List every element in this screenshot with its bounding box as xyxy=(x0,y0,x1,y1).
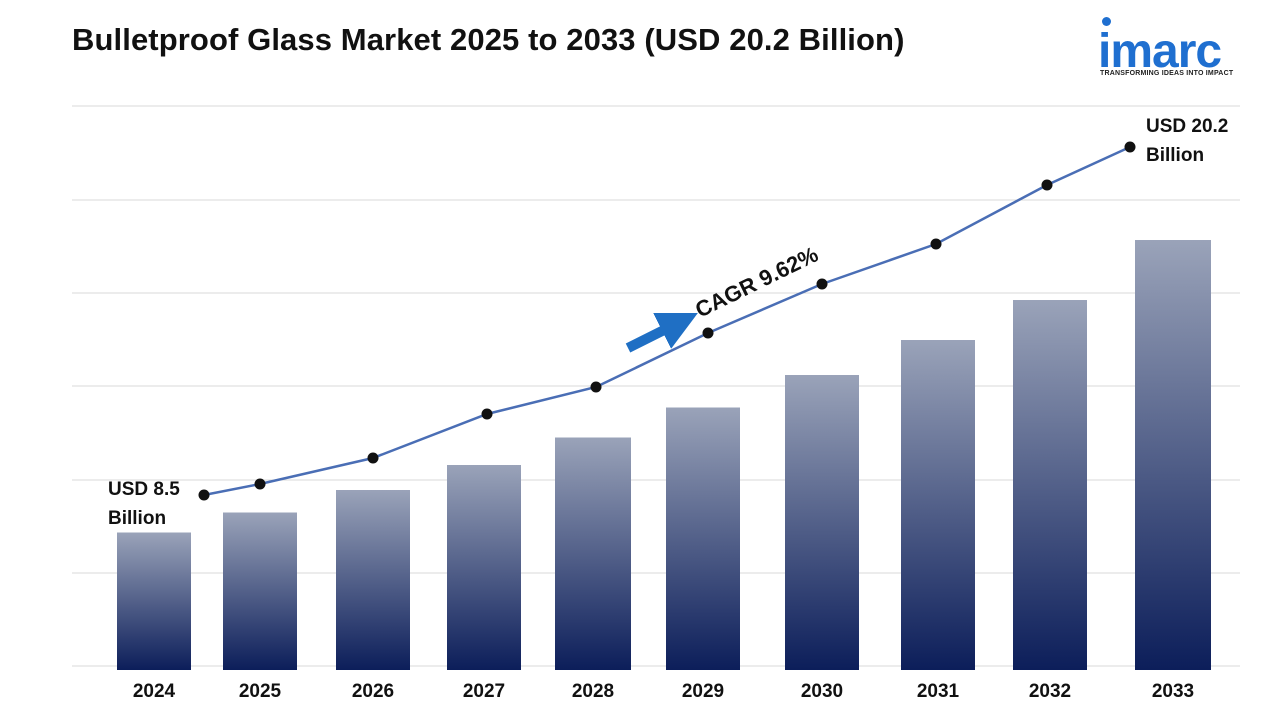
trend-point-2028 xyxy=(590,381,602,393)
x-tick-2028: 2028 xyxy=(572,681,614,702)
logo-tagline: TRANSFORMING IDEAS INTO IMPACT xyxy=(1100,70,1234,77)
cagr-label: CAGR 9.62% xyxy=(691,242,822,323)
start-value-label-line2: Billion xyxy=(108,508,166,529)
x-tick-2029: 2029 xyxy=(682,681,724,702)
trend-point-2029 xyxy=(702,327,714,339)
x-tick-2025: 2025 xyxy=(239,681,282,702)
trend-point-2030 xyxy=(816,278,828,290)
logo-wordmark: imarc xyxy=(1098,25,1222,78)
trend-point-2026 xyxy=(367,452,379,464)
x-tick-2030: 2030 xyxy=(801,681,843,702)
x-tick-2024: 2024 xyxy=(133,681,176,702)
cagr-arrow-icon xyxy=(625,313,698,353)
x-tick-2031: 2031 xyxy=(917,681,960,702)
bar-2028 xyxy=(555,437,631,670)
bar-2029 xyxy=(666,407,740,670)
page-title: Bulletproof Glass Market 2025 to 2033 (U… xyxy=(72,22,905,57)
trend-point-2027 xyxy=(481,408,493,420)
bar-2027 xyxy=(447,465,521,670)
bar-2030 xyxy=(785,375,859,670)
trend-point-2033 xyxy=(1124,141,1136,153)
bar-2031 xyxy=(901,340,975,670)
bar-2024 xyxy=(117,532,191,670)
imarc-logo: imarc TRANSFORMING IDEAS INTO IMPACT xyxy=(1098,14,1258,84)
bar-2026 xyxy=(336,490,410,670)
bar-2032 xyxy=(1013,300,1087,670)
end-value-label-line1: USD 20.2 xyxy=(1146,116,1228,137)
start-value-label-line1: USD 8.5 xyxy=(108,479,180,500)
trend-points xyxy=(198,141,1136,501)
bar-2025 xyxy=(223,512,297,670)
logo-dot-icon xyxy=(1102,17,1111,26)
trend-polyline xyxy=(203,145,1131,497)
x-tick-2027: 2027 xyxy=(463,681,505,702)
x-tick-2026: 2026 xyxy=(352,681,394,702)
end-value-label-line2: Billion xyxy=(1146,145,1204,166)
x-tick-2033: 2033 xyxy=(1152,681,1194,702)
trend-point-2025 xyxy=(254,478,266,490)
bars xyxy=(117,240,1211,670)
trend-point-2032 xyxy=(1041,179,1053,191)
x-axis-ticks: 2024 2025 2026 2027 2028 2029 2030 2031 2032 2033 xyxy=(133,681,1194,702)
bar-2033 xyxy=(1135,240,1211,670)
trend-point-2024 xyxy=(198,489,210,501)
x-tick-2032: 2032 xyxy=(1029,681,1071,702)
trend-line xyxy=(203,145,1131,497)
trend-point-2031 xyxy=(930,238,942,250)
